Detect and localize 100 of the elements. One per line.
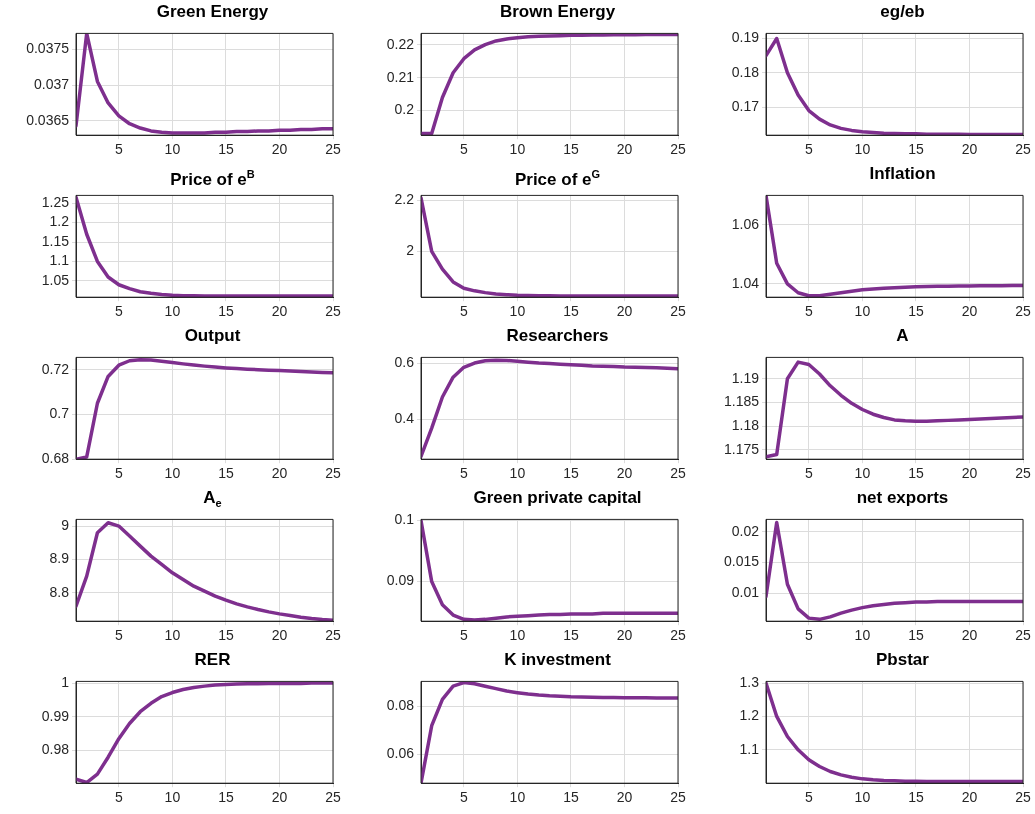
x-tick-label: 25 — [325, 789, 341, 806]
x-tick-label: 5 — [804, 465, 813, 482]
x-tick-label: 25 — [325, 465, 341, 482]
x-tick-label: 25 — [670, 627, 686, 644]
x-tick-label: 10 — [509, 141, 526, 158]
x-tick-label: 10 — [164, 627, 181, 644]
chart-title: Price of e$^{G}$ — [513, 167, 602, 190]
x-tick-label: 25 — [325, 627, 341, 644]
x-tick-label: 25 — [670, 141, 686, 158]
y-tick-label: 1.2 — [49, 213, 70, 230]
x-tick-label: 25 — [1015, 627, 1031, 644]
y-tick-label: 0.08 — [386, 697, 415, 714]
y-tick-label: 1.175 — [723, 440, 760, 457]
x-tick-label: 10 — [509, 627, 526, 644]
x-tick-label: 15 — [218, 627, 234, 644]
x-tick-label: 15 — [218, 141, 234, 158]
y-tick-label: 0.72 — [41, 360, 70, 377]
y-tick-label: 0.015 — [723, 553, 760, 570]
x-tick-label: 20 — [271, 789, 288, 806]
x-tick-label: 25 — [670, 465, 686, 482]
x-tick-label: 5 — [459, 465, 468, 482]
x-tick-label: 10 — [854, 303, 871, 320]
y-tick-label: 0.19 — [731, 29, 760, 46]
y-tick-label: 1.1 — [49, 252, 70, 269]
y-tick-label: 1.185 — [723, 393, 760, 410]
y-tick-label: 1.15 — [41, 232, 70, 249]
y-tick-label: 0.6 — [394, 353, 415, 370]
x-tick-label: 25 — [1015, 465, 1031, 482]
x-tick-label: 15 — [563, 303, 579, 320]
x-tick-label: 5 — [804, 303, 813, 320]
x-tick-label: 5 — [459, 627, 468, 644]
y-tick-label: 8.8 — [49, 583, 70, 600]
y-tick-label: 1.2 — [739, 707, 760, 724]
x-tick-label: 25 — [670, 303, 686, 320]
x-tick-label: 25 — [1015, 303, 1031, 320]
chart-title: A$_{e}$ — [202, 488, 223, 512]
x-tick-label: 15 — [908, 789, 924, 806]
y-tick-label: 9 — [61, 516, 70, 533]
x-tick-label: 25 — [1015, 789, 1031, 806]
x-tick-label: 20 — [271, 627, 288, 644]
x-tick-label: 20 — [616, 789, 633, 806]
x-tick-label: 25 — [670, 789, 686, 806]
y-tick-label: 0.0365 — [26, 111, 70, 128]
y-tick-label: 1.06 — [731, 215, 760, 232]
x-tick-label: 5 — [459, 789, 468, 806]
y-tick-label: 0.09 — [386, 572, 415, 589]
y-tick-label: 0.1 — [394, 511, 415, 528]
y-tick-label: 0.68 — [41, 450, 70, 467]
x-tick-label: 10 — [164, 465, 181, 482]
y-tick-label: 0.4 — [394, 410, 415, 427]
x-tick-label: 20 — [961, 303, 978, 320]
x-tick-label: 10 — [854, 627, 871, 644]
x-tick-label: 20 — [271, 141, 288, 158]
x-tick-label: 15 — [218, 465, 234, 482]
x-tick-label: 15 — [563, 141, 579, 158]
y-tick-label: 0.7 — [49, 405, 70, 422]
x-tick-label: 10 — [854, 789, 871, 806]
y-tick-label: 0.2 — [394, 101, 415, 118]
x-tick-label: 15 — [563, 789, 579, 806]
y-tick-label: 1.19 — [731, 369, 760, 386]
chart-title: Output — [183, 326, 242, 346]
x-tick-label: 25 — [1015, 141, 1031, 158]
x-tick-label: 10 — [509, 465, 526, 482]
chart-title: Pbstar — [875, 650, 930, 670]
x-tick-label: 5 — [114, 789, 123, 806]
y-tick-label: 2.2 — [394, 191, 415, 208]
x-tick-label: 20 — [616, 465, 633, 482]
y-tick-label: 0.17 — [731, 97, 760, 114]
x-tick-label: 20 — [616, 627, 633, 644]
chart-title: net exports — [855, 488, 950, 508]
x-tick-label: 20 — [271, 303, 288, 320]
x-tick-label: 5 — [114, 303, 123, 320]
x-tick-label: 5 — [804, 627, 813, 644]
y-tick-label: 1 — [61, 673, 70, 690]
x-tick-label: 5 — [804, 141, 813, 158]
x-tick-label: 20 — [961, 141, 978, 158]
y-tick-label: 1.04 — [731, 274, 760, 291]
x-tick-label: 15 — [908, 627, 924, 644]
x-tick-label: 10 — [854, 141, 871, 158]
x-tick-label: 5 — [114, 465, 123, 482]
x-tick-label: 5 — [459, 141, 468, 158]
x-tick-label: 20 — [616, 141, 633, 158]
y-tick-label: 0.01 — [731, 584, 760, 601]
y-tick-label: 0.0375 — [26, 40, 70, 57]
x-tick-label: 25 — [325, 303, 341, 320]
y-tick-label: 0.22 — [386, 35, 415, 52]
y-tick-label: 1.25 — [41, 194, 70, 211]
x-tick-label: 15 — [218, 303, 234, 320]
y-tick-label: 1.3 — [739, 673, 760, 690]
y-tick-label: 2 — [406, 242, 415, 259]
x-tick-label: 10 — [164, 141, 181, 158]
x-tick-label: 20 — [271, 465, 288, 482]
chart-title: A — [895, 326, 910, 346]
y-tick-label: 0.98 — [41, 741, 70, 758]
chart-title: Brown Energy — [498, 2, 617, 22]
y-tick-label: 1.18 — [731, 416, 760, 433]
y-tick-label: 0.21 — [386, 68, 415, 85]
chart-title: Green Energy — [155, 2, 270, 22]
y-tick-label: 0.99 — [41, 707, 70, 724]
x-tick-label: 15 — [218, 789, 234, 806]
